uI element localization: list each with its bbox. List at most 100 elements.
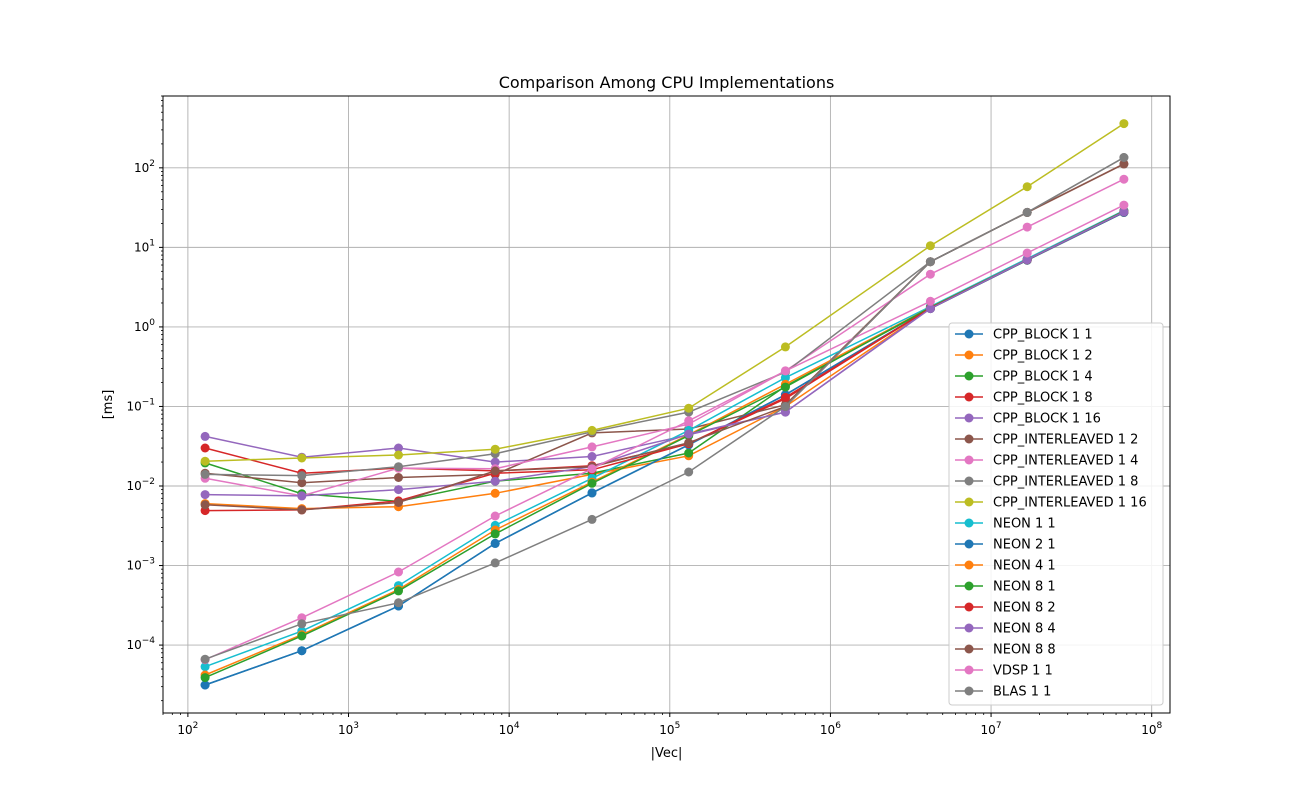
data-point xyxy=(394,473,403,482)
data-point xyxy=(1022,248,1032,258)
legend-label: CPP_INTERLEAVED 1 4 xyxy=(993,454,1138,469)
data-point xyxy=(297,453,307,463)
legend-label: CPP_BLOCK 1 8 xyxy=(993,391,1093,406)
data-point xyxy=(490,476,500,486)
legend-item: CPP_BLOCK 1 16 xyxy=(955,412,1101,427)
data-point xyxy=(200,431,210,441)
data-point xyxy=(200,443,210,453)
data-point xyxy=(1119,174,1129,184)
legend-label: CPP_INTERLEAVED 1 16 xyxy=(993,496,1147,511)
legend-item: CPP_INTERLEAVED 1 16 xyxy=(955,496,1147,511)
data-point xyxy=(394,450,403,460)
data-point xyxy=(297,478,307,488)
y-tick-label: 10−1 xyxy=(126,397,155,413)
legend-swatch-marker xyxy=(964,644,974,654)
series-line xyxy=(205,211,1125,497)
x-tick-label: 106 xyxy=(820,721,841,737)
series-vdsp-1-1 xyxy=(200,200,1129,665)
data-point xyxy=(394,485,403,495)
data-point xyxy=(297,619,307,629)
data-point xyxy=(1022,182,1032,192)
data-point xyxy=(780,382,790,392)
data-point xyxy=(684,467,694,477)
x-tick-label: 104 xyxy=(499,721,520,737)
data-point xyxy=(684,403,694,413)
data-point xyxy=(490,457,500,467)
x-tick-label: 105 xyxy=(659,721,680,737)
data-point xyxy=(780,366,790,376)
legend-swatch-marker xyxy=(964,665,974,675)
legend-swatch-marker xyxy=(964,623,974,633)
legend-item: CPP_BLOCK 1 1 xyxy=(955,328,1093,343)
legend-swatch-marker xyxy=(964,518,974,528)
legend: CPP_BLOCK 1 1 CPP_BLOCK 1 2 CPP_BLOCK 1 4 C… xyxy=(948,322,1164,706)
data-point xyxy=(587,478,597,488)
data-point xyxy=(490,538,500,548)
data-point xyxy=(587,488,597,498)
data-point xyxy=(925,304,935,314)
legend-item: NEON 8 1 xyxy=(955,580,1056,595)
data-point xyxy=(297,491,307,501)
data-point xyxy=(490,444,500,454)
series-line xyxy=(204,204,1125,661)
data-point xyxy=(587,425,597,435)
legend-item: CPP_BLOCK 1 8 xyxy=(955,391,1093,406)
y-tick-label: 101 xyxy=(134,238,155,254)
data-point xyxy=(490,511,500,521)
legend-label: CPP_BLOCK 1 2 xyxy=(993,349,1093,364)
legend-item: VDSP 1 1 xyxy=(955,664,1053,679)
legend-swatch-marker xyxy=(964,539,974,549)
legend-item: BLAS 1 1 xyxy=(955,685,1051,700)
data-point xyxy=(925,296,935,306)
x-tick-label: 102 xyxy=(177,721,198,737)
data-point xyxy=(1022,222,1032,232)
data-point xyxy=(684,429,694,439)
data-point xyxy=(1119,200,1129,210)
legend-item: NEON 8 8 xyxy=(955,643,1056,658)
data-point xyxy=(587,442,597,452)
data-point xyxy=(200,680,210,690)
data-point xyxy=(200,500,210,510)
data-point xyxy=(587,514,597,524)
data-point xyxy=(394,443,403,453)
data-point xyxy=(1119,119,1129,129)
data-point xyxy=(925,241,935,251)
data-point xyxy=(780,373,790,383)
plot-frame xyxy=(162,95,1171,714)
legend-item: CPP_INTERLEAVED 1 8 xyxy=(955,475,1138,490)
legend-swatch-marker xyxy=(964,413,974,423)
data-point xyxy=(297,505,307,515)
data-point xyxy=(394,462,403,472)
legend-label: NEON 8 8 xyxy=(993,643,1056,658)
data-point xyxy=(1119,207,1129,217)
legend-label: CPP_INTERLEAVED 1 2 xyxy=(993,433,1138,448)
legend-box xyxy=(948,322,1164,706)
legend-swatch-marker xyxy=(964,392,974,402)
y-tick-label: 10−3 xyxy=(126,557,155,573)
series-line xyxy=(204,178,1125,497)
data-point xyxy=(1022,255,1032,265)
x-tick-label: 103 xyxy=(338,721,359,737)
legend-label: NEON 4 1 xyxy=(993,559,1056,574)
data-point xyxy=(394,498,403,507)
data-point xyxy=(780,402,790,411)
y-tick-label: 10−2 xyxy=(126,477,155,493)
data-point xyxy=(297,631,307,641)
legend-swatch-marker xyxy=(964,476,974,486)
data-point xyxy=(394,567,403,577)
legend-item: NEON 8 2 xyxy=(955,601,1056,616)
legend-label: NEON 2 1 xyxy=(993,538,1056,553)
legend-item: NEON 4 1 xyxy=(955,559,1056,574)
data-point xyxy=(587,464,597,474)
series-line xyxy=(204,156,1125,660)
y-tick-label: 10−4 xyxy=(126,636,155,652)
legend-swatch-marker xyxy=(964,371,974,381)
legend-swatch-marker xyxy=(964,602,974,612)
data-point xyxy=(925,257,935,267)
legend-label: CPP_INTERLEAVED 1 8 xyxy=(993,475,1138,490)
data-point xyxy=(490,558,500,568)
legend-swatch-marker xyxy=(964,434,974,444)
legend-swatch-marker xyxy=(964,455,974,465)
